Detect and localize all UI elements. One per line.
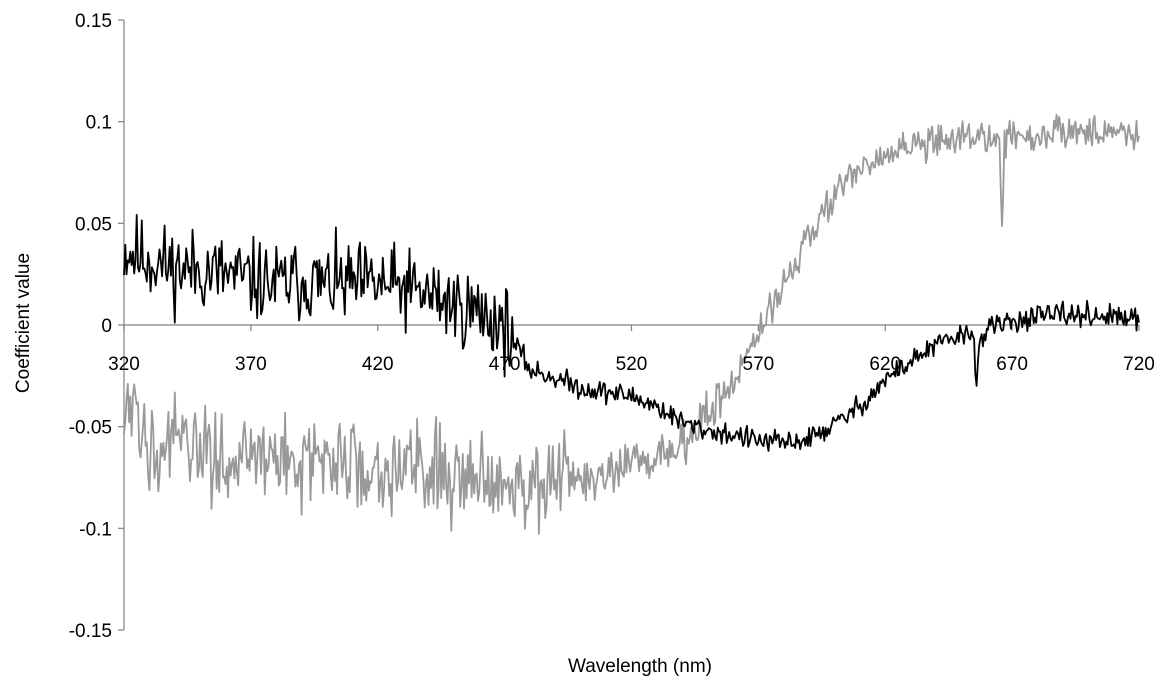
series-line-1 [123, 213, 1140, 452]
axes-layer [118, 19, 1140, 631]
series-layer [123, 113, 1140, 535]
y-tick-label: 0 [101, 316, 112, 337]
x-tick-label: 370 [235, 354, 267, 375]
tick-labels-layer: 0.15 0.1 0.05 0 -0.05 -0.1 -0.15 320 370 420 470 52… [69, 11, 1155, 642]
x-tick-label: 470 [489, 354, 521, 375]
x-tick-label: 670 [996, 354, 1028, 375]
x-axis-title: Wavelength (nm) [568, 656, 712, 677]
series-line-2 [123, 113, 1140, 535]
x-tick-label: 570 [743, 354, 775, 375]
y-tick-label: 0.05 [75, 214, 112, 235]
y-tick-label: 0.15 [75, 11, 112, 32]
y-tick-label: -0.1 [79, 519, 112, 540]
y-tick-label: 0.1 [86, 113, 112, 134]
x-tick-label: 320 [108, 354, 140, 375]
x-tick-label: 520 [616, 354, 648, 375]
x-tick-label: 720 [1123, 354, 1155, 375]
y-axis-title: Coefficient value [13, 253, 34, 393]
y-tick-label: -0.05 [69, 418, 112, 439]
x-tick-label: 620 [869, 354, 901, 375]
x-tick-label: 420 [362, 354, 394, 375]
y-tick-label: -0.15 [69, 621, 112, 642]
